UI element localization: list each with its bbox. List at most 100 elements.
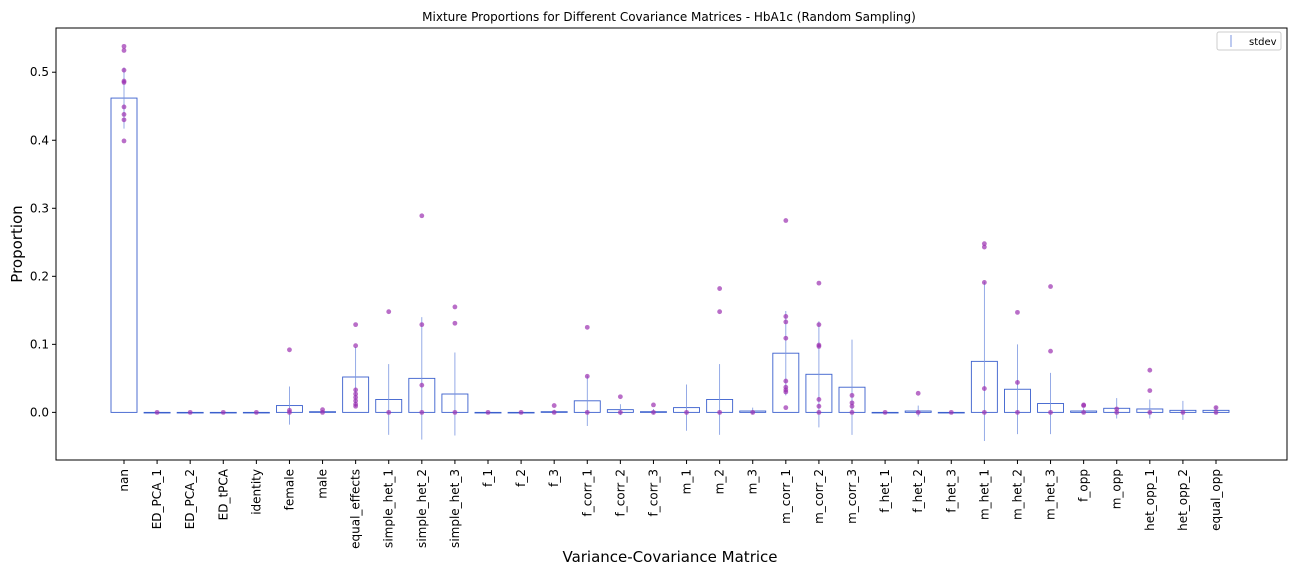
sample-point <box>518 409 524 415</box>
x-tick-label: ED_PCA_2 <box>183 469 197 529</box>
y-tick-label: 0.4 <box>30 133 49 147</box>
x-tick-label: m_2 <box>713 469 727 494</box>
sample-point <box>320 409 325 415</box>
x-tick-label: f_2 <box>514 469 528 487</box>
sample-point <box>121 117 127 123</box>
x-tick-label: m_het_3 <box>1044 469 1058 520</box>
sample-point <box>121 138 127 144</box>
error-bars <box>123 67 1217 441</box>
x-tick-label: ED_tPCA <box>216 468 230 520</box>
sample-point <box>617 409 623 415</box>
sample-point <box>1213 405 1219 411</box>
sample-point <box>353 395 359 400</box>
sample-point <box>882 409 888 415</box>
y-tick-label: 0.3 <box>30 201 49 215</box>
sample-point <box>783 405 789 411</box>
x-tick-label: f_corr_3 <box>646 469 660 516</box>
sample-point <box>783 335 789 341</box>
sample-point <box>1147 388 1153 394</box>
sample-point <box>981 280 987 285</box>
x-tick-label: m_het_2 <box>1010 469 1024 520</box>
sample-point <box>386 409 392 415</box>
sample-point <box>584 373 590 379</box>
sample-point <box>816 280 822 286</box>
sample-point <box>651 409 656 415</box>
sample-point <box>121 104 127 110</box>
sample-point <box>849 403 855 409</box>
x-tick-label: f_corr_1 <box>580 469 594 516</box>
sample-point <box>816 343 822 349</box>
sample-point <box>816 403 822 409</box>
sample-point <box>353 322 359 328</box>
sample-point <box>353 391 359 397</box>
sample-point <box>353 403 359 409</box>
x-tick-label: f_het_2 <box>911 469 925 513</box>
sample-point <box>121 80 127 85</box>
x-tick-label: m_het_1 <box>977 469 991 520</box>
x-tick-label: male <box>316 469 330 499</box>
sample-point <box>816 322 822 328</box>
sample-point <box>1081 409 1087 415</box>
bar <box>110 97 138 413</box>
y-axis: 0.0 0.1 0.2 0.3 0.4 0.5 <box>30 65 56 419</box>
sample-point <box>981 244 987 250</box>
sample-point <box>1015 309 1020 315</box>
x-tick-label: equal_opp <box>1209 469 1223 531</box>
sample-point <box>783 389 789 395</box>
sample-point <box>551 409 557 415</box>
x-tick-label: simple_het_3 <box>448 469 462 548</box>
sample-point <box>287 347 292 353</box>
sample-point <box>816 409 822 415</box>
x-tick-label: f_corr_2 <box>613 469 627 516</box>
plot-area <box>55 27 1288 461</box>
sample-point <box>353 343 359 349</box>
x-tick-label: f_opp <box>1077 469 1091 502</box>
sample-point <box>1147 409 1153 415</box>
sample-point <box>419 322 425 328</box>
y-tick-label: 0.0 <box>30 405 49 419</box>
sample-point <box>187 409 193 415</box>
sample-point <box>783 319 789 325</box>
sample-point <box>353 398 359 404</box>
bars <box>110 97 1230 414</box>
x-tick-label: m_opp <box>1110 469 1124 509</box>
sample-point <box>452 409 458 415</box>
sample-point <box>915 409 921 415</box>
x-tick-label: m_1 <box>680 469 694 494</box>
sample-point <box>419 213 425 219</box>
sample-point <box>849 409 855 415</box>
sample-point <box>121 48 127 53</box>
x-tick-label: f_1 <box>481 469 495 487</box>
sample-point <box>750 409 756 415</box>
sample-point <box>220 409 226 415</box>
sample-point <box>1114 406 1120 412</box>
sample-point <box>783 218 789 223</box>
x-tick-label: m_corr_3 <box>845 469 859 524</box>
sample-point <box>783 314 789 319</box>
sample-point <box>617 394 623 400</box>
sample-point <box>1180 409 1186 415</box>
sample-point <box>783 378 789 384</box>
sample-point <box>386 309 392 315</box>
x-tick-label: m_3 <box>746 469 760 494</box>
plot-frame <box>55 27 1288 461</box>
x-tick-label: het_opp_1 <box>1143 469 1157 531</box>
x-tick-label: nan <box>117 469 131 492</box>
x-tick-label: simple_het_2 <box>415 469 429 548</box>
sample-point <box>1213 409 1219 415</box>
sample-point <box>915 390 921 396</box>
sample-point <box>1015 409 1020 415</box>
y-axis-label: Proportion <box>8 205 26 282</box>
sample-point <box>551 403 557 408</box>
sample-point <box>353 387 359 393</box>
y-tick-label: 0.5 <box>30 65 49 79</box>
x-tick-label: m_corr_1 <box>779 469 793 524</box>
sample-point <box>981 241 987 247</box>
sample-point <box>684 409 689 415</box>
x-tick-label: ED_PCA_1 <box>150 469 164 529</box>
sample-point <box>717 286 723 291</box>
sample-point <box>452 320 458 326</box>
sample-point <box>816 397 822 402</box>
x-tick-label: f_3 <box>547 469 561 487</box>
